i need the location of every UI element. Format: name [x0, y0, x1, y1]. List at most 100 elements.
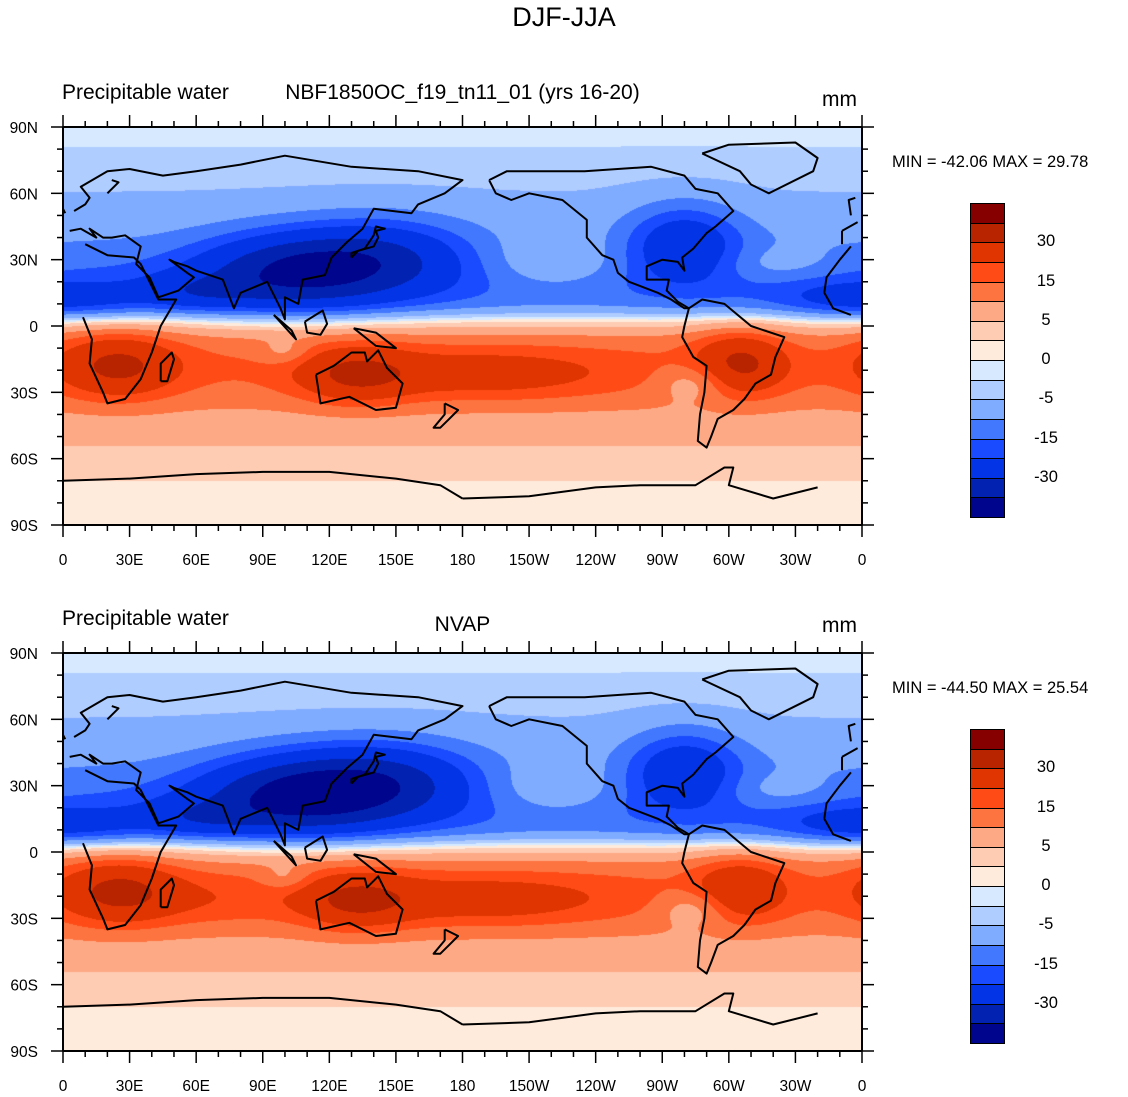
colorbar-swatch [970, 866, 1005, 887]
coastline-path [315, 875, 404, 937]
colorbar-label: 0 [1041, 876, 1051, 894]
coastline-path [303, 309, 329, 336]
coastline-path [159, 351, 175, 383]
x-tick-label: 120W [575, 552, 616, 569]
x-tick-label: 120E [311, 1078, 347, 1095]
y-tick-label: 60N [10, 712, 38, 729]
colorbar-label: -15 [1034, 954, 1058, 973]
colorbar-swatch [970, 768, 1005, 789]
x-tick-label: 30W [779, 1078, 811, 1095]
y-tick-label: 30S [10, 385, 38, 402]
y-tick-label: 30N [10, 253, 38, 270]
x-tick-label: 0 [59, 552, 68, 569]
coastline-path [701, 141, 819, 195]
coastline-path [681, 298, 786, 449]
colorbar-swatch [970, 964, 1005, 986]
x-tick-label: 30W [779, 552, 811, 569]
coastlines [63, 141, 859, 500]
coastline-path [350, 225, 386, 259]
colorbar-label: -30 [1034, 993, 1058, 1012]
coastline-path [701, 667, 819, 721]
coastline-path [488, 165, 735, 310]
colorbar-label: -30 [1034, 467, 1058, 486]
y-tick-label: 60N [10, 186, 38, 203]
coastlines [63, 667, 859, 1026]
colorbar-swatch [970, 497, 1005, 518]
coastline-path [82, 243, 852, 405]
x-tick-label: 150W [509, 1078, 550, 1095]
colorbar-label: 15 [1036, 797, 1056, 816]
x-tick-label: 150E [378, 552, 414, 569]
colorbar-label: -15 [1034, 428, 1058, 447]
coastline-path [350, 751, 386, 785]
contour-field [63, 653, 862, 1051]
colorbar-label: 0 [1041, 350, 1051, 368]
map-plot [63, 127, 862, 525]
coastline-path [353, 853, 397, 876]
x-tick-label: 120E [311, 552, 347, 569]
colorbar-swatch [970, 846, 1005, 868]
colorbar-swatch [970, 925, 1005, 946]
colorbar-label: 5 [1041, 836, 1051, 855]
x-tick-label: 90E [249, 1078, 277, 1095]
x-tick-label: 150W [509, 552, 550, 569]
x-tick-label: 0 [858, 552, 867, 569]
colorbar-swatch [970, 984, 1005, 1005]
coastline-path [63, 466, 818, 500]
panel-center-title: NVAP [434, 613, 491, 636]
coastline-path [432, 402, 460, 429]
y-tick-label: 60S [10, 452, 38, 469]
x-tick-label: 150E [378, 1078, 414, 1095]
colorbar-swatch [970, 1023, 1005, 1044]
coastline-path [432, 928, 460, 955]
map-axes: 0 30E 60E 90E 120E 150E 180 150W 120W 90W 60W 30W 0 9… [10, 115, 874, 569]
coastline-path [63, 992, 818, 1026]
coastline-path [273, 314, 297, 341]
x-tick-label: 120W [575, 1078, 616, 1095]
colorbar-swatch [970, 729, 1005, 750]
panel-units: mm [822, 614, 857, 637]
x-tick-label: 180 [450, 1078, 476, 1095]
coastline-path [273, 840, 297, 867]
colorbar-swatch [970, 944, 1005, 966]
coastline-path [106, 705, 120, 721]
y-tick-label: 90N [10, 646, 38, 663]
y-tick-label: 90S [10, 518, 38, 535]
panel-units: mm [822, 88, 857, 111]
panel-left-title: Precipitable water [62, 607, 229, 630]
colorbar-label: -5 [1038, 389, 1054, 408]
figure-title: DJF-JJA [512, 2, 616, 32]
x-tick-label: 60E [182, 1078, 210, 1095]
coastline-path [488, 691, 735, 836]
x-tick-label: 0 [858, 1078, 867, 1095]
colorbar-label: 5 [1041, 310, 1051, 329]
coastline-path [303, 835, 329, 862]
colorbar-label: -5 [1038, 915, 1054, 934]
coastline-path [315, 349, 404, 411]
x-tick-label: 30E [116, 552, 144, 569]
map-plot [63, 653, 862, 1051]
coastline-path [106, 179, 120, 195]
coastline-path [159, 877, 175, 909]
x-tick-label: 180 [450, 552, 476, 569]
colorbar-swatch [970, 827, 1005, 848]
contour-field [63, 127, 862, 525]
colorbar-swatch [970, 787, 1005, 809]
coastline-path [82, 769, 852, 931]
y-tick-label: 0 [29, 845, 38, 862]
y-tick-label: 30S [10, 911, 38, 928]
x-tick-label: 30E [116, 1078, 144, 1095]
coastline-path [681, 824, 786, 975]
y-tick-label: 30N [10, 779, 38, 796]
colorbar-label: 30 [1036, 232, 1056, 251]
coastline-path [353, 327, 397, 350]
coastline-path [69, 154, 859, 321]
x-tick-label: 90E [249, 552, 277, 569]
min-max-stats: MIN = -44.50 MAX = 25.54 [892, 679, 1089, 697]
min-max-stats: MIN = -42.06 MAX = 29.78 [892, 153, 1089, 171]
colorbar-swatch [970, 1003, 1005, 1025]
panel-left-title: Precipitable water [62, 81, 229, 104]
x-tick-label: 60W [713, 1078, 745, 1095]
x-tick-label: 60W [713, 552, 745, 569]
